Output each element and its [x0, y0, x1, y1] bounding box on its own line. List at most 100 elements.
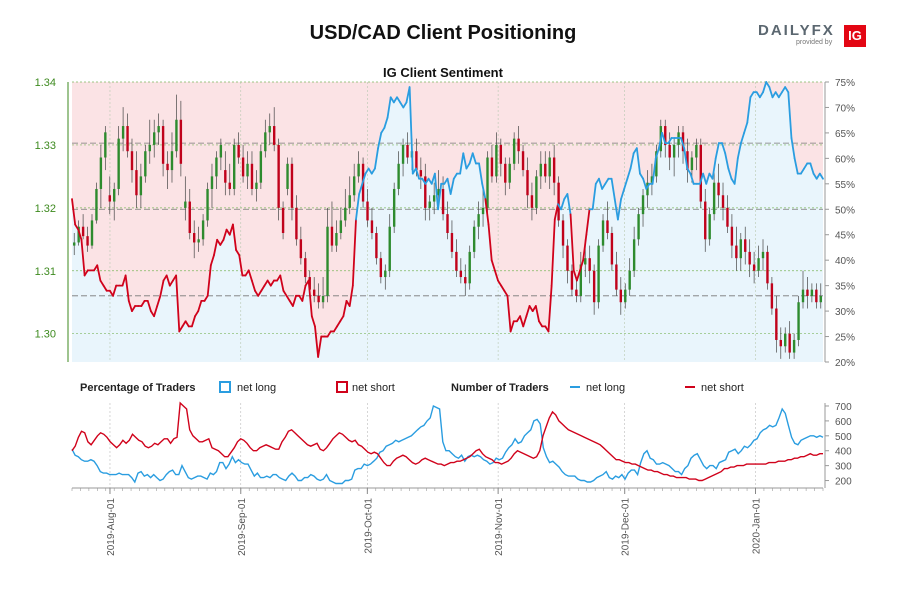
candle-body	[815, 289, 818, 303]
sentiment-line-segment	[465, 162, 471, 170]
sentiment-line-segment	[727, 167, 733, 180]
sentiment-line-segment	[604, 177, 610, 185]
sentiment-line-segment	[80, 238, 86, 277]
candle-body	[188, 201, 191, 234]
sentiment-line-segment	[616, 198, 622, 221]
sentiment-line-segment	[140, 300, 146, 307]
sentiment-line-segment	[481, 182, 487, 200]
sentiment-line-segment	[307, 279, 313, 318]
y-left-tick-label: 1.34	[35, 77, 56, 89]
sentiment-line-segment	[777, 91, 783, 99]
candle-body	[646, 182, 649, 196]
sentiment-line-segment	[661, 132, 667, 144]
candle-body	[686, 151, 689, 171]
sentiment-line-segment	[635, 147, 641, 175]
sentiment-line-segment	[96, 264, 102, 282]
logo-sub-text: provided by	[796, 39, 833, 46]
sentiment-line-segment	[790, 137, 796, 160]
logo-brand-text: DAILYFX	[758, 22, 835, 39]
candle-body	[784, 333, 787, 347]
candle-body	[530, 195, 534, 208]
sentiment-line-segment	[370, 167, 376, 175]
sentiment-line-segment	[484, 198, 490, 226]
candle-body	[281, 207, 285, 234]
candle-body	[277, 144, 280, 208]
sentiment-line-segment	[639, 172, 645, 180]
sentiment-line-segment	[209, 254, 215, 267]
sentiment-line-segment	[222, 228, 228, 241]
sentiment-line-segment	[250, 279, 256, 292]
sentiment-line-segment	[279, 274, 285, 292]
candle-body	[259, 151, 263, 183]
candle-body	[201, 220, 205, 240]
candle-body	[432, 195, 436, 202]
candle-body	[246, 163, 249, 177]
sentiment-line-segment	[184, 320, 190, 328]
sentiment-line-segment	[127, 300, 133, 312]
candle-body	[744, 239, 747, 252]
y-right-tick-label: 70%	[835, 103, 855, 114]
candle-body	[290, 163, 294, 208]
sentiment-line-segment	[478, 162, 484, 185]
sentiment-line-segment	[743, 121, 749, 134]
candle-body	[561, 220, 565, 246]
y-right-tick-label: 60%	[835, 154, 855, 165]
candle-body	[366, 201, 369, 221]
candle-body	[210, 176, 214, 189]
candle-body	[761, 251, 765, 259]
sentiment-line-segment	[500, 284, 506, 292]
candle-body	[477, 214, 480, 227]
candle-body	[655, 151, 658, 177]
candle-body	[286, 163, 289, 189]
candle-body	[499, 144, 503, 164]
candle-body	[588, 258, 591, 271]
y-left-tick-label: 1.31	[35, 266, 56, 278]
candle-body	[219, 144, 223, 158]
sentiment-line-segment	[493, 269, 499, 282]
sentiment-line-segment	[291, 294, 297, 307]
candle-body	[495, 144, 498, 177]
y-right-tick-label: 35%	[835, 282, 855, 293]
candle-body	[650, 176, 654, 183]
sentiment-line-segment	[99, 279, 105, 287]
sentiment-line-segment	[415, 167, 421, 180]
sentiment-line-segment	[358, 182, 364, 195]
sentiment-line-segment	[178, 325, 184, 333]
candle-body	[130, 151, 134, 171]
candle-body	[379, 258, 383, 278]
x-tick-label: 2019-Dec-01	[621, 498, 632, 556]
candle-body	[193, 233, 196, 243]
candle-body	[819, 295, 822, 303]
sentiment-line-segment	[317, 335, 323, 358]
sentiment-line-segment	[459, 152, 465, 175]
sentiment-line-segment	[591, 182, 597, 211]
candle-body	[370, 220, 374, 234]
candle-body	[264, 132, 267, 152]
x-tick-label: 2019-Oct-01	[363, 498, 374, 554]
candle-body	[304, 258, 307, 278]
candle-body	[548, 157, 551, 177]
candle-body	[468, 251, 471, 284]
candle-body	[215, 157, 218, 177]
candle-body	[352, 176, 356, 196]
sentiment-line-segment	[433, 172, 439, 211]
sentiment-line-segment	[803, 162, 809, 170]
dailyfx-logo: DAILYFX provided by IG	[758, 22, 868, 50]
candle-body	[139, 176, 143, 196]
sentiment-line-segment	[629, 152, 635, 170]
candle-body	[108, 195, 111, 202]
candle-body	[584, 258, 587, 265]
candle-body	[766, 251, 769, 284]
candle-body	[95, 188, 98, 221]
sentiment-line-segment	[383, 116, 389, 129]
legend-number-label: Number of Traders	[451, 382, 549, 394]
candle-body	[335, 233, 338, 246]
lower-y-tick-label: 500	[835, 432, 852, 443]
candle-body	[126, 126, 129, 152]
candle-body	[792, 339, 796, 353]
sentiment-line-segment	[569, 213, 575, 272]
candle-body	[455, 251, 458, 271]
candle-body	[708, 214, 711, 240]
sentiment-line-segment	[585, 208, 591, 236]
